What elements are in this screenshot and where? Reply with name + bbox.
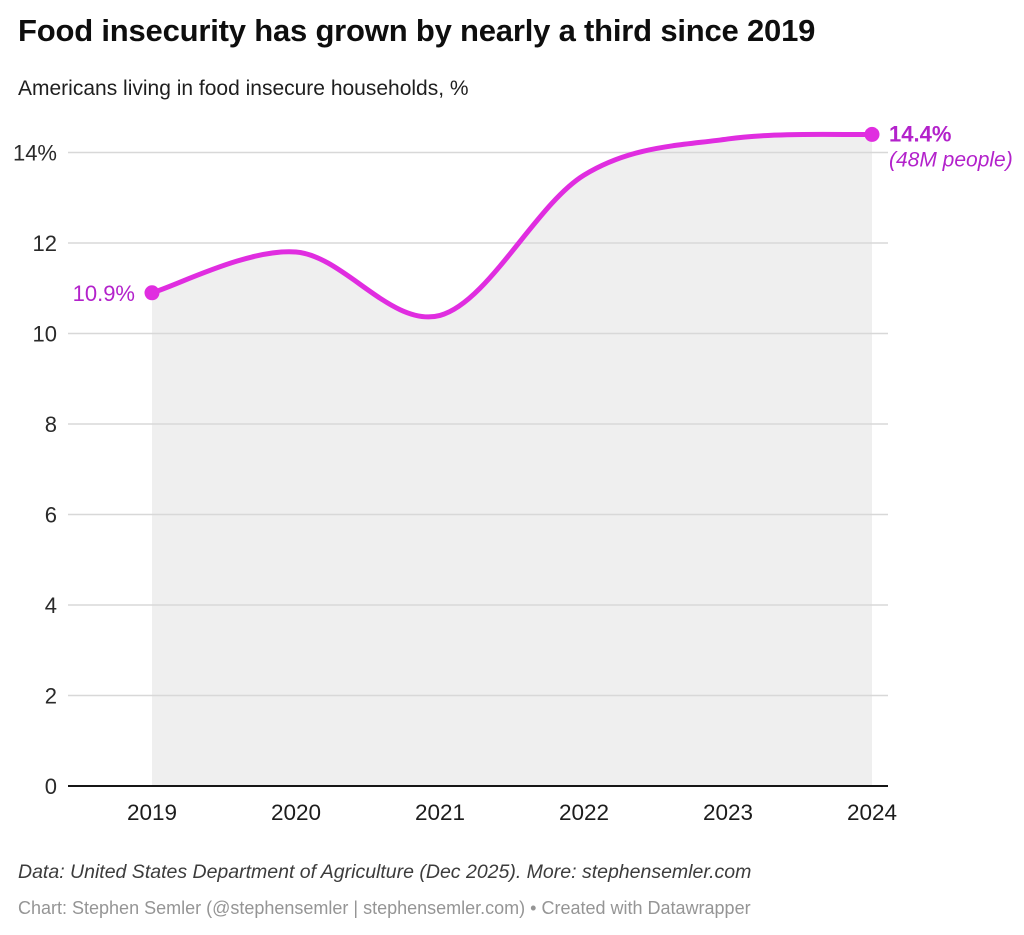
y-tick-label: 10: [33, 322, 57, 347]
area-fill: [152, 134, 872, 786]
y-tick-label: 14%: [13, 141, 57, 166]
start-value-label: 10.9%: [73, 281, 135, 306]
chart-title: Food insecurity has grown by nearly a th…: [18, 13, 816, 48]
end-value-label: 14.4%: [889, 121, 951, 146]
y-tick-label: 12: [33, 231, 57, 256]
x-tick-label: 2023: [703, 800, 753, 825]
x-tick-label: 2022: [559, 800, 609, 825]
x-tick-label: 2019: [127, 800, 177, 825]
y-tick-label: 8: [45, 412, 57, 437]
x-tick-label: 2020: [271, 800, 321, 825]
end-note-label: (48M people): [889, 148, 1013, 171]
data-point-start: [144, 285, 160, 301]
y-tick-label: 6: [45, 503, 57, 528]
y-tick-label: 4: [45, 593, 57, 618]
trend-line: [149, 131, 875, 320]
chart-subtitle: Americans living in food insecure househ…: [18, 77, 469, 100]
y-tick-label: 2: [45, 684, 57, 709]
x-tick-label: 2024: [847, 800, 897, 825]
byline: Chart: Stephen Semler (@stephensemler | …: [18, 898, 751, 918]
x-tick-label: 2021: [415, 800, 465, 825]
data-point-end: [864, 126, 880, 142]
y-tick-label: 0: [45, 774, 57, 799]
source-note: Data: United States Department of Agricu…: [18, 861, 752, 883]
